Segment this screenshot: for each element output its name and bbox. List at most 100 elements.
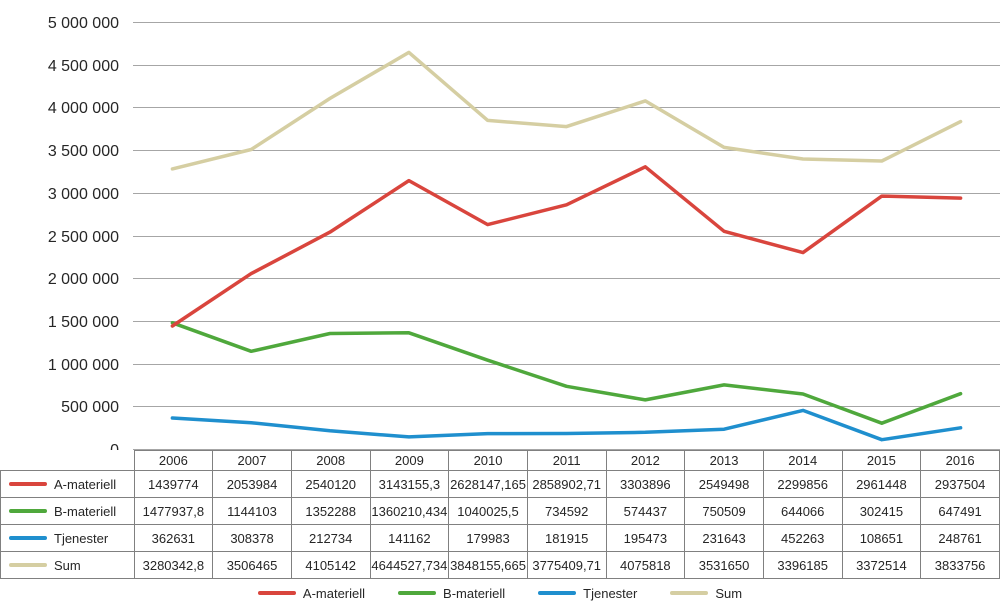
series-swatch-icon	[9, 482, 47, 486]
table-value-cell: 3506465	[212, 551, 292, 579]
table-value-cell: 231643	[684, 524, 764, 552]
y-axis-tick-label: 1 500 000	[48, 314, 119, 331]
table-value-cell: 2858902,71	[526, 470, 607, 498]
table-value-cell: 647491	[920, 497, 1000, 525]
series-line-sum	[170, 50, 963, 171]
line-chart: 0 500 000 1 000 000 1 500 000 2 000 000 2 500…	[48, 15, 1000, 459]
table-value-cell: 308378	[212, 524, 292, 552]
table-value-cell: 1144103	[212, 497, 292, 525]
table-year-header-cell: 2016	[920, 450, 1000, 471]
y-axis-tick-label: 2 000 000	[48, 271, 119, 288]
line-chart-canvas: 0 500 000 1 000 000 1 500 000 2 000 000 2 500…	[48, 15, 1000, 459]
data-table: 2006 2007 2008 2009 2010 2011 2012 2013 2014 2015…	[0, 450, 1000, 579]
legend-label: Tjenester	[583, 585, 638, 601]
table-value-cell: 1477937,8	[133, 497, 214, 525]
series-line-b-materiell	[170, 321, 963, 425]
table-value-cell: 3848155,665	[448, 551, 528, 579]
table-value-cell: 452263	[762, 524, 843, 552]
table-year-header-cell: 2014	[762, 450, 843, 471]
series-swatch-icon	[9, 563, 47, 567]
table-value-cell: 2299856	[762, 470, 843, 498]
y-axis-tick-label: 5 000 000	[48, 15, 119, 32]
table-row-label-cell: B-materiell	[0, 497, 135, 525]
table-value-cell: 574437	[605, 497, 686, 525]
legend-label: A-materiell	[302, 585, 366, 601]
series-line-a-materiell	[170, 165, 963, 328]
table-value-cell: 362631	[133, 524, 214, 552]
legend-label: B-materiell	[443, 585, 506, 601]
table-value-cell: 3303896	[605, 470, 686, 498]
y-axis-tick-label: 4 000 000	[48, 100, 119, 117]
table-year-header-cell: 2010	[448, 450, 528, 471]
y-axis-tick-label: 0	[110, 442, 119, 450]
table-value-cell: 195473	[605, 524, 686, 552]
y-axis-tick-label: 3 500 000	[48, 143, 119, 160]
table-value-cell: 141162	[369, 524, 450, 552]
legend-swatch-icon	[398, 591, 437, 595]
table-value-cell: 181915	[526, 524, 607, 552]
table-year-header-cell: 2006	[133, 450, 214, 471]
table-value-cell: 2961448	[841, 470, 922, 498]
table-value-cell: 644066	[762, 497, 843, 525]
table-year-header-cell: 2012	[605, 450, 686, 471]
series-line-tjenester	[170, 408, 963, 442]
table-value-cell: 750509	[684, 497, 764, 525]
legend-swatch-icon	[538, 591, 577, 595]
table-row: A-materiell 1439774 2053984 2540120 3143155,…	[0, 470, 1000, 498]
table-row-label-cell: A-materiell	[0, 470, 135, 498]
y-axis-tick-label: 500 000	[61, 399, 119, 416]
table-row: Sum 3280342,8 3506465 4105142 4644527,734 384…	[0, 551, 1000, 579]
table-value-cell: 248761	[920, 524, 1000, 552]
table-value-cell: 1352288	[290, 497, 371, 525]
legend-item: A-materiell	[257, 585, 366, 601]
table-value-cell: 3143155,3	[369, 470, 450, 498]
table-value-cell: 179983	[448, 524, 528, 552]
table-row: B-materiell 1477937,8 1144103 1352288 136021…	[0, 497, 1000, 525]
series-name-label: Tjenester	[54, 530, 109, 546]
legend-item: B-materiell	[398, 586, 505, 601]
y-axis-tick-label: 3 000 000	[48, 186, 119, 203]
legend-item: Sum	[670, 586, 742, 601]
series-swatch-icon	[9, 536, 47, 540]
table-value-cell: 2540120	[290, 470, 371, 498]
table-value-cell: 302415	[841, 497, 922, 525]
table-value-cell: 3396185	[762, 551, 843, 579]
series-swatch-icon	[9, 509, 47, 513]
table-value-cell: 3280342,8	[133, 551, 214, 579]
table-year-header-cell: 2008	[290, 450, 371, 471]
table-value-cell: 2937504	[920, 470, 1000, 498]
table-value-cell: 1439774	[133, 470, 214, 498]
table-value-cell: 212734	[290, 524, 371, 552]
table-value-cell: 2549498	[684, 470, 764, 498]
table-value-cell: 4105142	[290, 551, 371, 579]
table-year-header-cell: 2011	[526, 450, 607, 471]
table-value-cell: 1040025,5	[448, 497, 528, 525]
table-year-header-cell: 2015	[841, 450, 922, 471]
table-value-cell: 734592	[526, 497, 607, 525]
table-value-cell: 1360210,434	[369, 497, 450, 525]
series-name-label: A-materiell	[54, 476, 117, 492]
table-row-label-cell: Tjenester	[0, 524, 135, 552]
table-year-header-cell: 2013	[684, 450, 764, 471]
table-row: Tjenester 362631 308378 212734 141162 179983 1…	[0, 524, 1000, 552]
table-value-cell: 2053984	[212, 470, 292, 498]
table-value-cell: 2628147,165	[448, 470, 528, 498]
series-name-label: B-materiell	[54, 503, 117, 519]
legend-label: Sum	[715, 585, 743, 601]
y-axis-tick-label: 1 000 000	[48, 357, 119, 374]
table-year-header-cell: 2009	[369, 450, 450, 471]
y-axis-tick-label: 2 500 000	[48, 229, 119, 246]
table-value-cell: 4075818	[605, 551, 686, 579]
table-blank-corner-cell	[0, 450, 134, 471]
table-year-header-cell: 2007	[212, 450, 292, 471]
legend-item: Tjenester	[538, 586, 637, 601]
y-axis-tick-label: 4 500 000	[48, 58, 119, 75]
series-name-label: Sum	[54, 557, 81, 573]
table-value-cell: 4644527,734	[369, 551, 450, 579]
chart-legend: A-materiell B-materiell Tjenester Sum	[0, 581, 1000, 605]
table-value-cell: 108651	[841, 524, 922, 552]
legend-swatch-icon	[257, 591, 296, 595]
table-header-row: 2006 2007 2008 2009 2010 2011 2012 2013 2014 2015…	[0, 450, 1000, 471]
table-value-cell: 3372514	[841, 551, 922, 579]
